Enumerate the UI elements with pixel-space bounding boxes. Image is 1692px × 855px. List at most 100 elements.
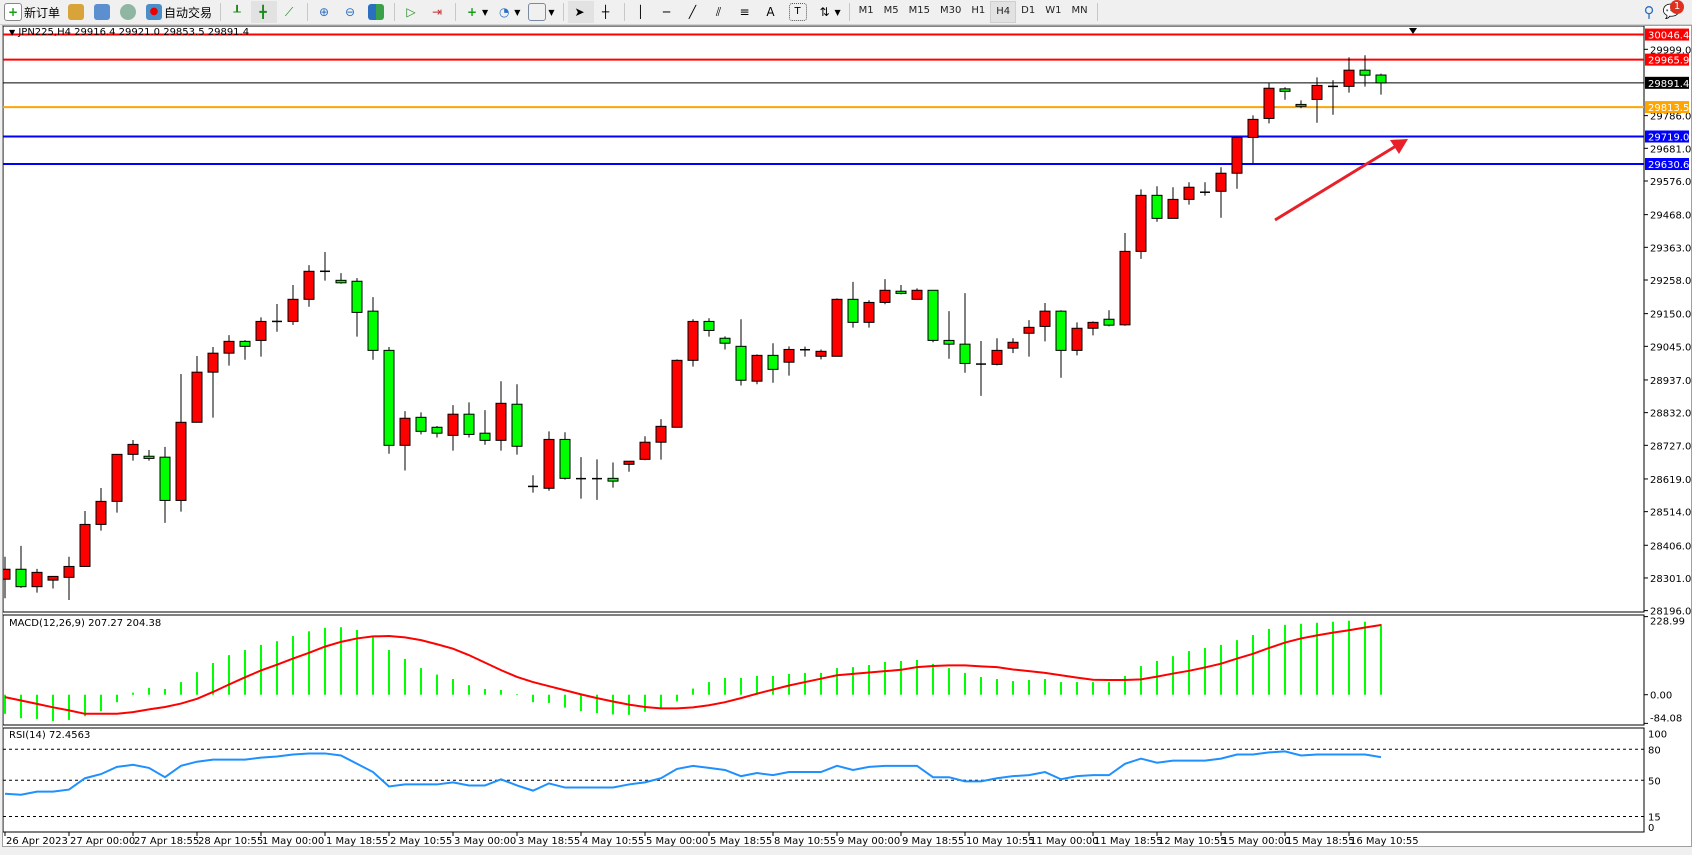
timeframe-h1[interactable]: H1	[971, 5, 986, 16]
candle-body	[1151, 194, 1163, 219]
horizontal-line-button[interactable]: ─	[655, 1, 681, 23]
notifications-button[interactable]: 💬 1	[1659, 0, 1684, 23]
candle	[767, 343, 779, 383]
candle-body	[447, 413, 459, 436]
candle	[800, 346, 810, 357]
candle	[847, 281, 859, 328]
chart-shift-button[interactable]: ⇥	[425, 1, 451, 23]
candle-body	[783, 348, 795, 363]
bar-chart-button[interactable]: ┸	[225, 1, 251, 23]
candle-body	[15, 568, 27, 588]
candle	[1023, 320, 1035, 357]
arrows-icon: ⇅	[819, 5, 830, 19]
candle-body	[735, 345, 747, 381]
timeframe-m1[interactable]: M1	[858, 5, 874, 16]
signal-button[interactable]	[116, 1, 142, 23]
terminal-button[interactable]	[90, 1, 116, 23]
candle-body	[1231, 136, 1243, 174]
zoom-out-button[interactable]: ⊖	[338, 1, 364, 23]
search-button[interactable]: ⚲	[1640, 1, 1659, 23]
candle-body	[671, 359, 683, 428]
book-icon	[68, 4, 85, 20]
separator	[562, 3, 564, 21]
candle-body	[623, 460, 635, 465]
candle	[879, 279, 891, 305]
candle	[31, 568, 43, 593]
candle-body	[431, 426, 443, 434]
candle	[111, 453, 123, 513]
timeframe-mn[interactable]: MN	[1071, 5, 1088, 16]
chevron-down-icon: ▼	[514, 7, 521, 17]
candle	[1103, 310, 1115, 327]
candle	[15, 545, 27, 588]
auto-scroll-button[interactable]: ▷	[399, 1, 425, 23]
vertical-line-button[interactable]: │	[629, 1, 655, 23]
periods-button[interactable]: ◔ ▼	[492, 1, 524, 23]
macd-axis-label: 0.00	[1650, 691, 1672, 702]
line-chart-button[interactable]: ⟋	[277, 1, 303, 23]
rsi-axis-label: 50	[1648, 776, 1661, 787]
candle-body	[367, 310, 379, 351]
zoom-in-button[interactable]: ⊕	[312, 1, 338, 23]
timeframe-h4[interactable]: H4	[990, 1, 1017, 23]
candlestick-button[interactable]: ╋	[251, 1, 278, 23]
time-axis-label: 11 May 00:00	[1030, 836, 1099, 846]
candle-body	[655, 425, 667, 443]
vertical-line-icon: │	[636, 5, 645, 19]
time-axis-label: 26 Apr 2023	[6, 836, 68, 846]
zoom-out-icon: ⊖	[345, 5, 356, 19]
timeframe-m5[interactable]: M5	[883, 5, 899, 16]
arrows-button[interactable]: ⇅ ▼	[813, 1, 845, 23]
text-label-button[interactable]: T	[785, 1, 813, 23]
candle	[703, 318, 715, 337]
candle-body	[1215, 172, 1227, 192]
candle-body	[991, 349, 1003, 365]
crosshair-button[interactable]: ┼	[594, 1, 620, 23]
cursor-button[interactable]: ➤	[567, 1, 594, 23]
candle-body	[1279, 88, 1291, 92]
text-icon: A	[766, 5, 775, 19]
terminal-icon	[94, 4, 111, 20]
candle	[1200, 182, 1210, 196]
price-tick-label: 29999.0	[1650, 45, 1691, 56]
price-tick-label: 28832.0	[1650, 409, 1691, 420]
rsi-axis-label: 15	[1648, 812, 1661, 823]
timeframe-m30[interactable]: M30	[940, 5, 962, 16]
indicators-button[interactable]: + ▼	[460, 1, 492, 23]
candle-body	[287, 298, 299, 322]
tile-windows-button[interactable]	[364, 1, 390, 23]
timeframe-m15[interactable]: M15	[908, 5, 931, 16]
candle-body	[47, 575, 59, 581]
level-price-label: 29630.6	[1648, 160, 1689, 171]
notification-badge: 1	[1670, 0, 1684, 14]
auto-trading-button[interactable]: ● 自动交易	[142, 1, 216, 23]
chart-window[interactable]: 29999.0 29786.0 29681.0 29576.0 29468.0 29363…	[2, 25, 1692, 847]
fibonacci-button[interactable]: ≡	[733, 1, 759, 23]
text-button[interactable]: A	[759, 1, 785, 23]
candle-body	[79, 523, 91, 567]
history-button[interactable]	[64, 1, 90, 23]
candle	[863, 300, 875, 328]
trendline-button[interactable]: ╱	[681, 1, 707, 23]
price-tick-label: 28937.0	[1650, 376, 1691, 387]
collapse-triangle-icon[interactable]: ▼	[9, 28, 16, 37]
line-chart-icon: ⟋	[284, 5, 294, 19]
templates-button[interactable]: ▼	[524, 1, 558, 23]
candle-body	[1103, 318, 1115, 326]
time-axis-label: 9 May 18:55	[902, 836, 964, 846]
crosshair-icon: ┼	[601, 5, 610, 19]
timeframe-d1[interactable]: D1	[1021, 5, 1036, 16]
timeframe-w1[interactable]: W1	[1045, 5, 1062, 16]
candle-body	[1007, 341, 1019, 349]
chart-canvas[interactable]: 29999.0 29786.0 29681.0 29576.0 29468.0 29363…	[3, 26, 1691, 846]
time-axis-label: 4 May 10:55	[582, 836, 644, 846]
candle-body	[751, 354, 763, 382]
time-axis-label: 12 May 10:55	[1158, 836, 1227, 846]
new-order-button[interactable]: + 新订单	[0, 1, 64, 23]
time-axis-label: 3 May 00:00	[454, 836, 516, 846]
price-tick-label: 28301.0	[1650, 574, 1691, 585]
equidistant-channel-button[interactable]: ⫽	[707, 1, 733, 23]
candle	[479, 410, 491, 445]
level-price-box	[1645, 53, 1689, 66]
price-tick-label: 28406.0	[1650, 541, 1691, 552]
